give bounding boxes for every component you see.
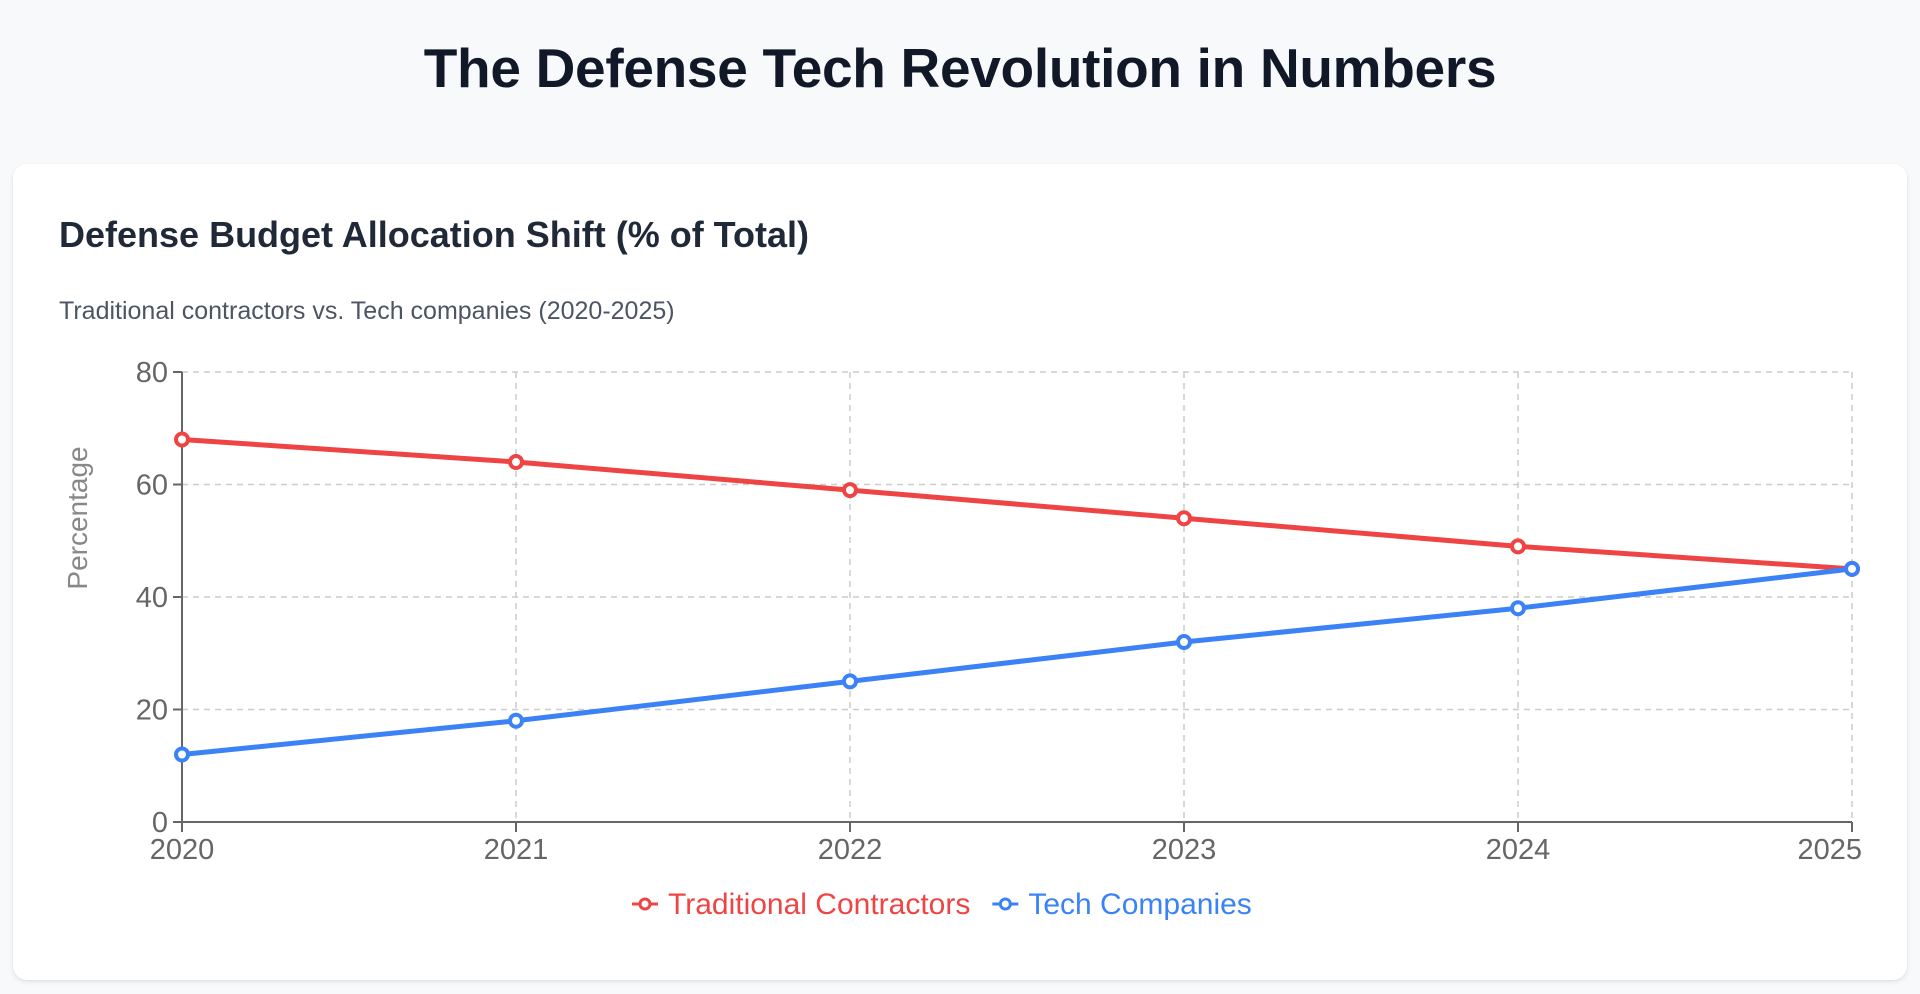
data-point[interactable] [174, 431, 190, 448]
data-point[interactable] [508, 712, 524, 729]
y-axis-title: Percentage [62, 446, 93, 589]
y-tick-label: 40 [136, 582, 168, 614]
data-point[interactable] [1844, 560, 1860, 577]
x-tick-label: 2024 [1486, 834, 1551, 866]
grid-lines [182, 371, 1853, 822]
legend-label: Traditional Contractors [668, 888, 970, 921]
series-tech-companies [174, 560, 1860, 763]
data-point[interactable] [842, 673, 858, 690]
data-point[interactable] [842, 482, 858, 499]
x-tick-label: 2022 [818, 834, 883, 866]
series-line [179, 566, 1855, 757]
data-point[interactable] [174, 746, 190, 763]
legend[interactable]: Traditional Contractors Tech Companies [632, 888, 1252, 921]
chart-subtitle: Traditional contractors vs. Tech compani… [59, 297, 675, 325]
legend-marker-icon [638, 897, 652, 911]
y-tick-label: 20 [136, 695, 168, 727]
axes: 0 20 40 60 80 2020 2021 2022 2023 2024 2025 Percent… [62, 357, 1862, 866]
y-tick-label: 80 [136, 357, 168, 389]
x-tick-label: 2021 [484, 834, 549, 866]
series-traditional-contractors [174, 431, 1860, 577]
legend-label: Tech Companies [1028, 888, 1251, 921]
x-tick-label: 2025 [1797, 834, 1862, 866]
data-point[interactable] [508, 454, 524, 470]
y-tick-label: 60 [136, 470, 168, 502]
data-point[interactable] [1176, 634, 1192, 650]
data-point[interactable] [1510, 538, 1526, 555]
x-tick-label: 2020 [150, 834, 215, 866]
legend-marker-icon [998, 897, 1012, 911]
data-point[interactable] [1176, 510, 1192, 527]
chart-card: Defense Budget Allocation Shift (% of To… [13, 164, 1907, 980]
y-tick-label: 0 [152, 807, 168, 839]
series-group [174, 431, 1860, 763]
series-line [179, 437, 1855, 572]
data-point[interactable] [1510, 600, 1526, 617]
x-tick-label: 2023 [1152, 834, 1217, 866]
chart-title: Defense Budget Allocation Shift (% of To… [59, 214, 809, 255]
legend-item-tech-companies[interactable]: Tech Companies [992, 888, 1252, 921]
page-title: The Defense Tech Revolution in Numbers [423, 37, 1497, 99]
legend-item-traditional-contractors[interactable]: Traditional Contractors [632, 888, 970, 921]
